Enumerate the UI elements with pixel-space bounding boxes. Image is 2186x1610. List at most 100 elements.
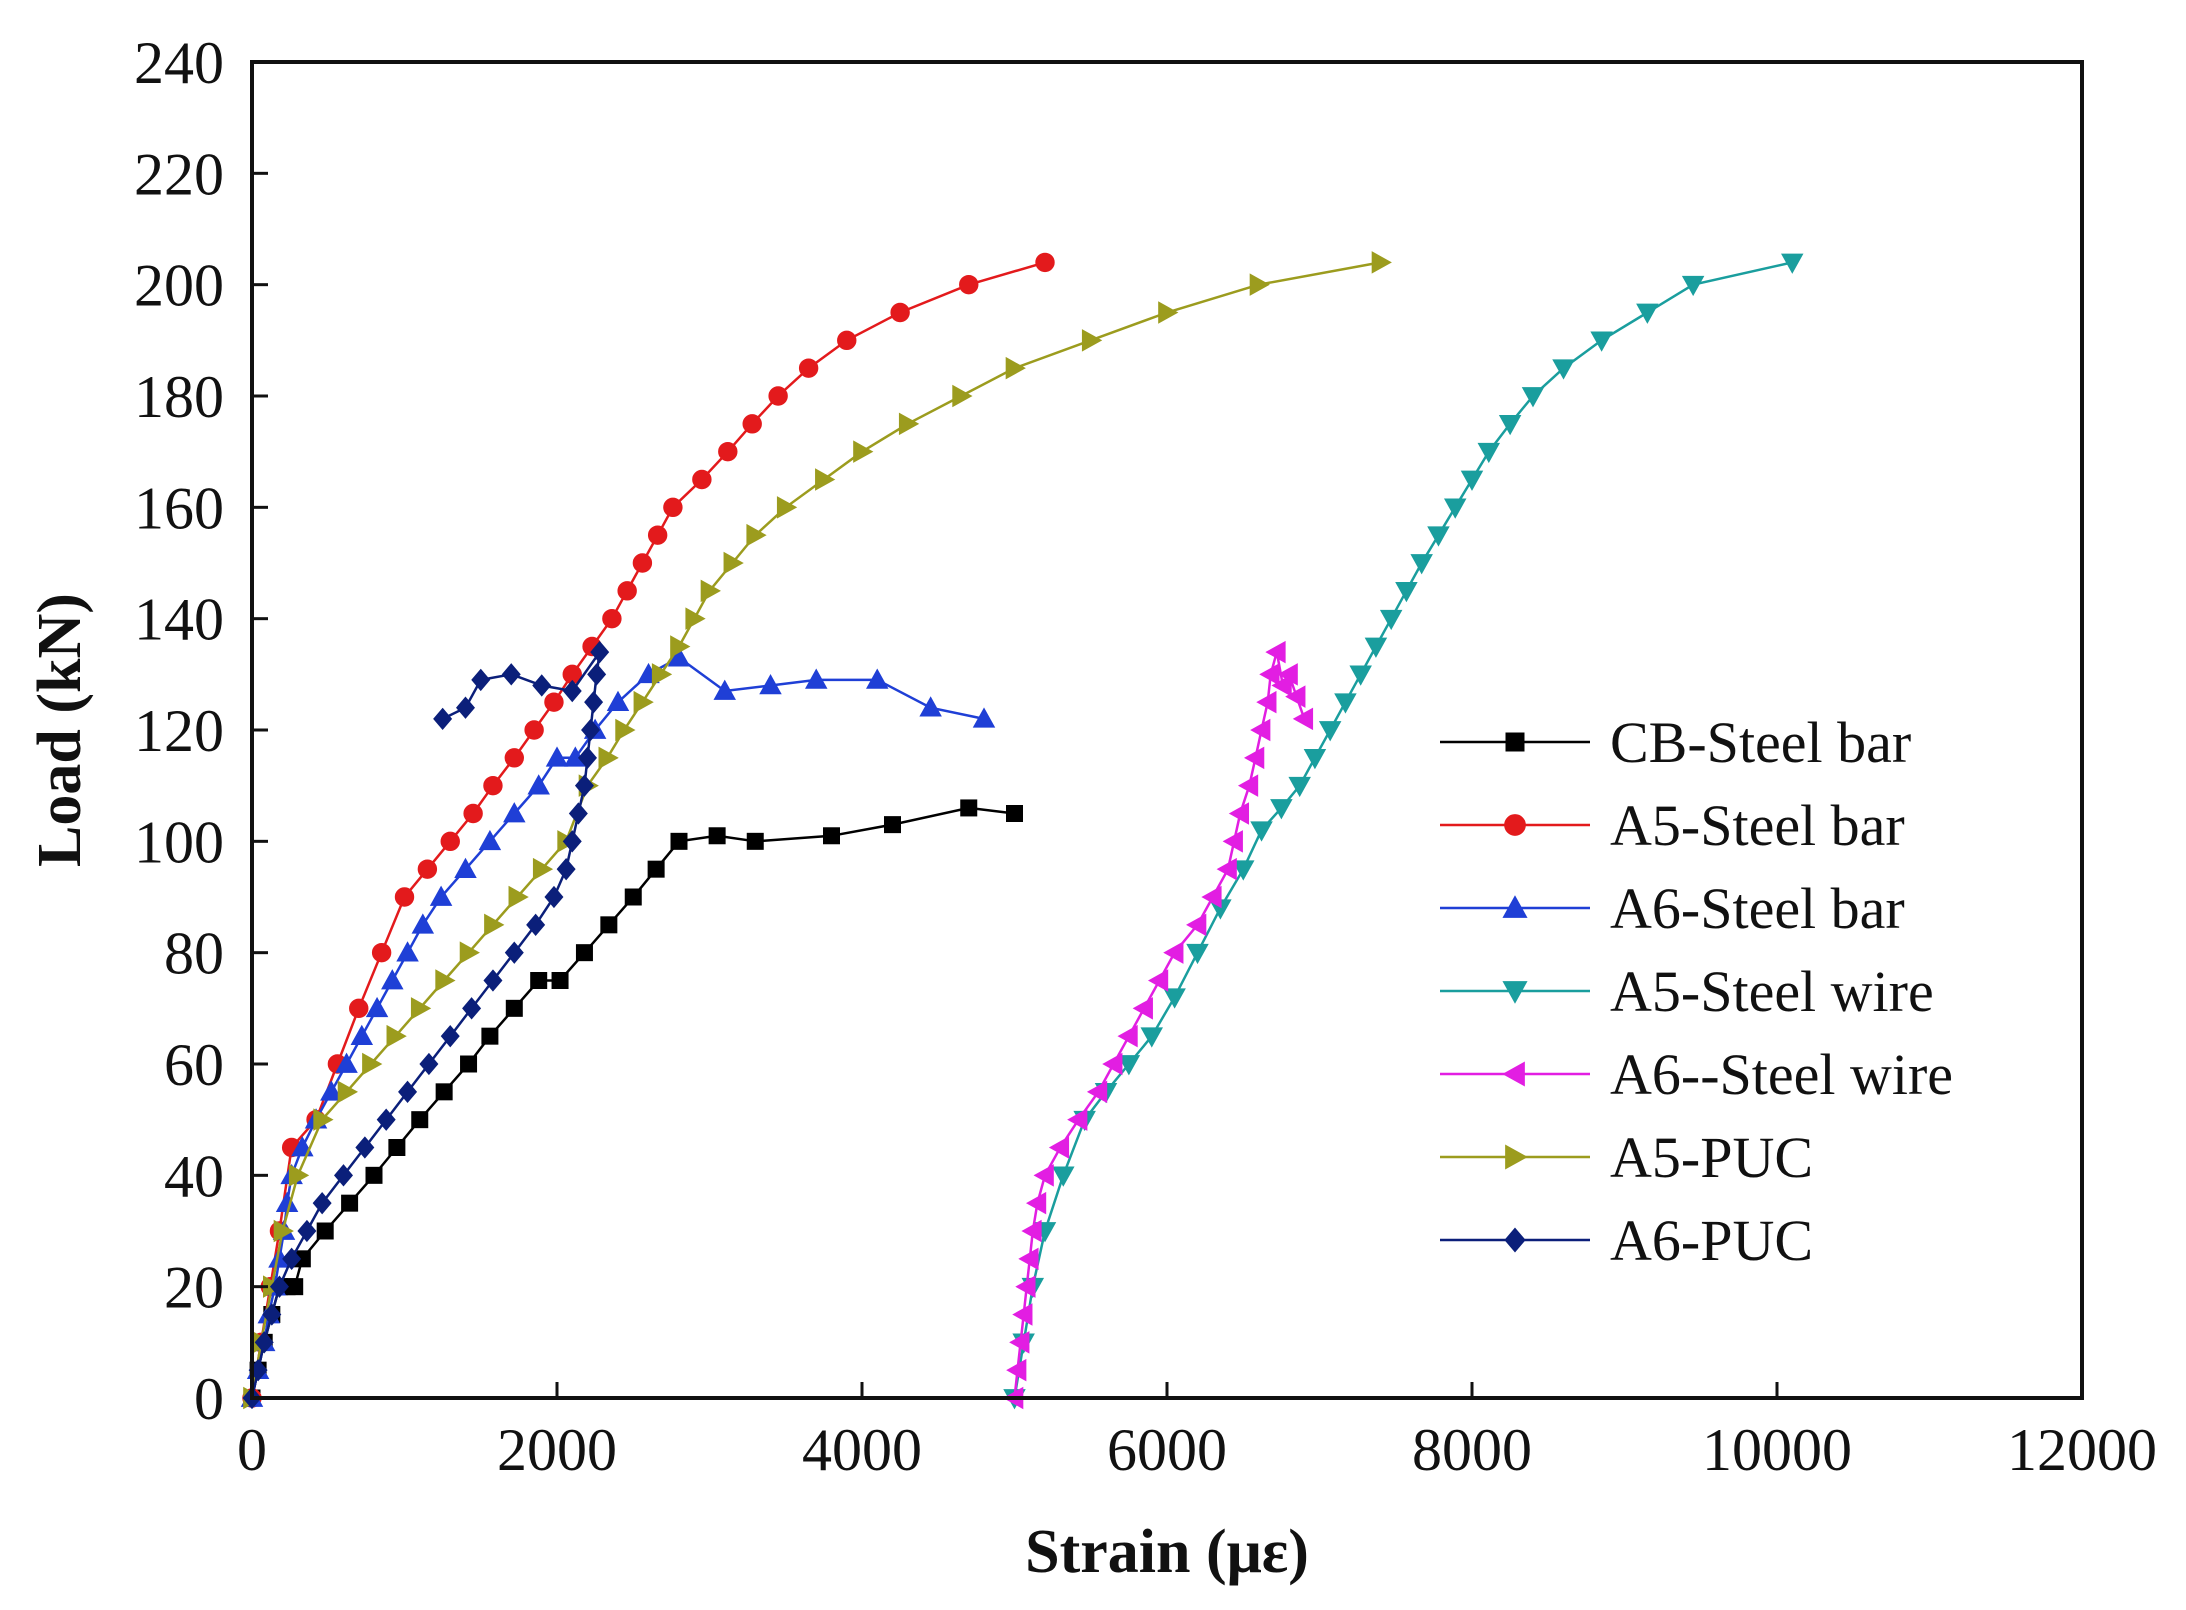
data-point xyxy=(1228,802,1250,825)
x-tick-label: 4000 xyxy=(802,1417,922,1483)
data-point xyxy=(1781,253,1804,274)
data-point xyxy=(884,816,901,834)
data-point xyxy=(700,579,721,603)
data-point xyxy=(288,1164,310,1187)
data-point xyxy=(1271,674,1292,697)
x-axis-title: Strain (με) xyxy=(1025,1518,1309,1586)
legend-item: A5-Steel bar xyxy=(1440,793,1905,858)
x-tick-label: 6000 xyxy=(1107,1417,1227,1483)
series-1 xyxy=(242,252,1055,1408)
legend-item: A5-PUC xyxy=(1440,1125,1813,1190)
data-point xyxy=(1117,1055,1141,1076)
data-point xyxy=(501,663,521,686)
data-point xyxy=(1288,776,1311,798)
data-point xyxy=(556,857,576,881)
x-tick-label: 12000 xyxy=(2007,1417,2157,1483)
data-point xyxy=(1117,1024,1138,1048)
data-point xyxy=(526,913,546,937)
data-point xyxy=(335,1052,358,1073)
data-point xyxy=(708,827,726,845)
data-point xyxy=(1521,387,1545,408)
data-point xyxy=(633,690,654,714)
data-point xyxy=(890,302,910,323)
data-point xyxy=(1443,498,1467,519)
data-point xyxy=(575,944,593,962)
legend-item: A6--Steel wire xyxy=(1440,1042,1953,1107)
legend-label: A6-PUC xyxy=(1610,1208,1813,1273)
data-point xyxy=(1292,707,1314,731)
data-point xyxy=(1067,1108,1088,1131)
data-point xyxy=(411,913,435,934)
y-tick-label: 240 xyxy=(134,30,224,96)
legend-label: A6--Steel wire xyxy=(1610,1042,1953,1107)
data-point xyxy=(1132,997,1153,1020)
series-layer xyxy=(240,251,1804,1410)
data-point xyxy=(1006,1358,1027,1382)
data-point xyxy=(647,525,668,545)
data-point xyxy=(1349,665,1372,686)
legend-marker xyxy=(1502,1061,1525,1087)
data-point xyxy=(742,414,762,434)
data-point xyxy=(1590,331,1613,352)
data-point xyxy=(410,997,432,1020)
data-point xyxy=(632,553,653,573)
data-point xyxy=(1395,582,1418,603)
x-tick-label: 0 xyxy=(237,1417,267,1483)
data-point xyxy=(685,607,706,630)
data-point xyxy=(1015,1275,1036,1298)
data-point xyxy=(532,857,554,881)
data-point xyxy=(615,718,636,742)
data-point xyxy=(670,635,691,658)
data-point xyxy=(718,441,738,462)
data-point xyxy=(463,803,483,824)
data-point xyxy=(1285,685,1306,708)
data-point xyxy=(1364,637,1388,658)
legend-marker xyxy=(1505,732,1525,752)
data-point xyxy=(919,696,942,717)
series-line xyxy=(250,651,601,1399)
data-point xyxy=(606,690,630,711)
legend-item: CB-Steel bar xyxy=(1440,710,1911,775)
data-point xyxy=(532,674,552,697)
data-point xyxy=(545,746,569,767)
data-point xyxy=(1163,941,1184,964)
data-point xyxy=(312,1191,332,1215)
data-point xyxy=(584,690,604,714)
legend-label: CB-Steel bar xyxy=(1610,710,1911,775)
data-point xyxy=(1025,1191,1047,1215)
legend-label: A5-Steel wire xyxy=(1610,959,1934,1024)
data-point xyxy=(481,1027,499,1045)
data-point xyxy=(1244,746,1265,770)
data-point xyxy=(419,1052,439,1076)
data-point xyxy=(460,1055,478,1073)
data-point xyxy=(313,1108,334,1131)
data-point xyxy=(1005,356,1026,380)
data-point xyxy=(952,384,973,408)
data-point xyxy=(371,942,392,963)
data-point xyxy=(1163,988,1186,1009)
data-point xyxy=(484,913,505,937)
data-point xyxy=(746,832,764,850)
data-point xyxy=(349,998,369,1019)
data-point xyxy=(381,969,404,990)
data-point xyxy=(815,468,836,491)
y-tick-label: 40 xyxy=(164,1143,224,1209)
legend-label: A5-Steel bar xyxy=(1610,793,1905,858)
y-tick-label: 20 xyxy=(164,1255,224,1321)
y-tick-label: 60 xyxy=(164,1032,224,1098)
data-point xyxy=(440,1024,460,1048)
data-point xyxy=(417,859,438,879)
data-point xyxy=(1147,969,1169,992)
y-tick-label: 220 xyxy=(134,141,224,207)
data-point xyxy=(483,775,503,796)
data-point xyxy=(341,1194,359,1212)
data-point xyxy=(768,386,788,406)
data-point xyxy=(1318,721,1342,742)
data-point xyxy=(1102,1052,1123,1076)
data-point xyxy=(1277,663,1298,686)
y-tick-label: 180 xyxy=(134,364,224,430)
data-point xyxy=(471,668,491,692)
y-tick-label: 120 xyxy=(134,698,224,764)
data-point xyxy=(527,774,550,795)
